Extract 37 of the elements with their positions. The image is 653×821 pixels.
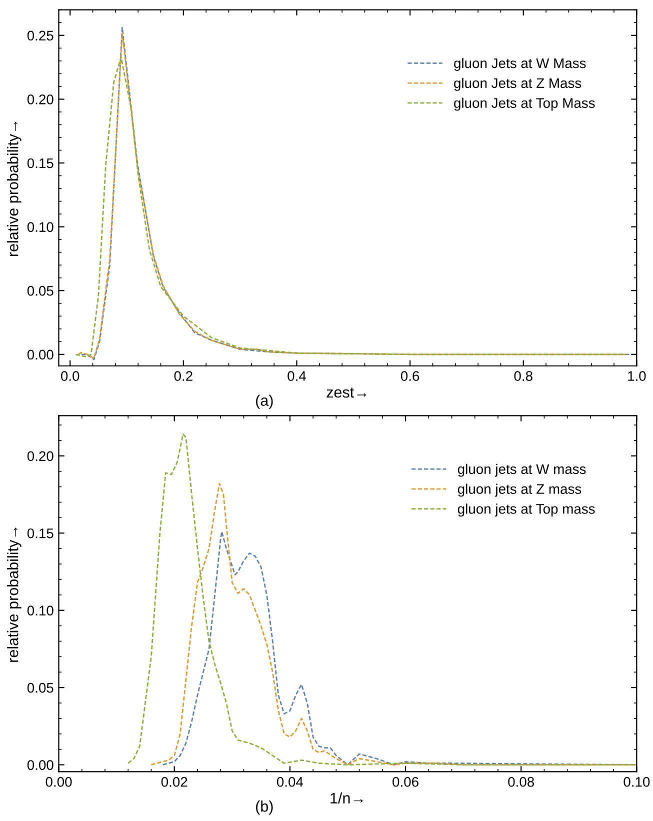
x-tick-label: 0.6 bbox=[400, 371, 420, 381]
line-series bbox=[127, 434, 637, 766]
x-tick-label: 1.0 bbox=[628, 371, 646, 381]
y-tick-label: 0.00 bbox=[27, 760, 54, 770]
legend-label: gluon Jets at W Mass bbox=[454, 58, 586, 71]
y-tick-label: 0.15 bbox=[27, 528, 54, 538]
line-series bbox=[150, 482, 637, 766]
x-tick-label: 0.00 bbox=[46, 776, 72, 787]
legend-label: gluon jets at Top mass bbox=[458, 504, 595, 517]
x-tick-label: 0.2 bbox=[174, 371, 192, 381]
legend-label: gluon Jets at Top Mass bbox=[454, 98, 595, 111]
y-tick-label: 0.05 bbox=[27, 286, 54, 296]
x-tick-label: 0.10 bbox=[624, 776, 650, 787]
y-tick-label: 0.10 bbox=[27, 222, 54, 232]
x-tick-label: 0.8 bbox=[514, 371, 532, 381]
x-axis-title: zest→ bbox=[326, 388, 366, 398]
y-tick-label: 0.15 bbox=[27, 158, 54, 168]
text: (a) bbox=[256, 394, 273, 409]
legend-label: gluon jets at Z mass bbox=[458, 484, 582, 497]
legend-label: gluon jets at W mass bbox=[458, 464, 586, 477]
x-tick-label: 0.02 bbox=[161, 776, 188, 787]
x-tick-label: 0.06 bbox=[392, 776, 418, 787]
y-tick-label: 0.05 bbox=[27, 682, 54, 693]
x-tick-label: 0.0 bbox=[60, 371, 80, 381]
y-tick-label: 0.20 bbox=[27, 94, 54, 104]
x-tick-label: 0.4 bbox=[288, 371, 306, 381]
legend-label: gluon Jets at Z Mass bbox=[454, 78, 582, 91]
x-axis-title: 1/n→ bbox=[330, 792, 363, 804]
y-axis-title: relative probability→ bbox=[7, 122, 22, 256]
text: (b) bbox=[256, 800, 273, 815]
y-tick-label: 0.10 bbox=[27, 606, 54, 616]
y-tick-label: 0.00 bbox=[27, 350, 54, 360]
y-tick-label: 0.20 bbox=[27, 451, 54, 462]
x-tick-label: 0.08 bbox=[508, 776, 534, 787]
y-axis-title: relative probability→ bbox=[7, 528, 22, 662]
y-tick-label: 0.25 bbox=[27, 30, 54, 41]
x-tick-label: 0.04 bbox=[276, 776, 304, 787]
